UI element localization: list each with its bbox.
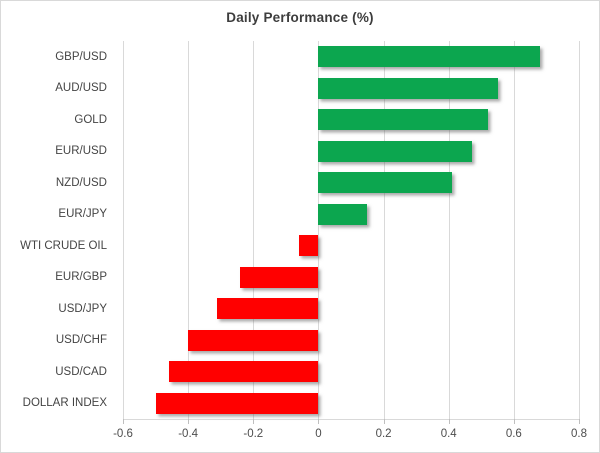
- category-label-usd-cad: USD/CAD: [55, 365, 107, 378]
- x-axis-line: [123, 419, 579, 420]
- bar-eur-jpy: [318, 203, 368, 225]
- plot-area: [123, 41, 580, 419]
- category-label-usd-jpy: USD/JPY: [58, 302, 107, 315]
- category-label-usd-chf: USD/CHF: [55, 334, 107, 347]
- x-axis-tick-mark: [318, 419, 320, 424]
- category-label-dollar-index: DOLLAR INDEX: [22, 397, 107, 410]
- category-label-eur-usd: EUR/USD: [55, 145, 107, 158]
- category-label-gbp-usd: GBP/USD: [55, 50, 107, 63]
- category-label-wti-crude-oil: WTI CRUDE OIL: [20, 239, 107, 252]
- x-axis-tick-label: -0.2: [243, 428, 264, 440]
- category-label-eur-gbp: EUR/GBP: [55, 271, 107, 284]
- category-label-nzd-usd: NZD/USD: [55, 176, 107, 189]
- gridline-x-0.2: [383, 41, 385, 419]
- chart-title: Daily Performance (%): [226, 10, 374, 25]
- bar-dollar-index: [155, 392, 319, 414]
- x-axis-tick-mark: [513, 419, 515, 424]
- bar-gold: [318, 109, 488, 131]
- bar-aud-usd: [318, 77, 498, 99]
- bar-nzd-usd: [318, 172, 452, 194]
- x-axis-tick-label: 0.2: [375, 428, 392, 440]
- gridline-x-0: [318, 41, 320, 419]
- gridline-x--0.6: [123, 41, 124, 419]
- x-axis-tick-label: 0.6: [505, 428, 522, 440]
- x-axis-tick-label: 0.4: [440, 428, 457, 440]
- gridline-x-0.4: [448, 41, 450, 419]
- category-label-eur-jpy: EUR/JPY: [58, 208, 107, 221]
- gridline-x--0.4: [188, 41, 190, 419]
- x-axis-tick-mark: [123, 419, 124, 424]
- x-axis-tick-mark: [253, 419, 255, 424]
- gridline-x--0.2: [253, 41, 255, 419]
- gridline-x-0.6: [513, 41, 515, 419]
- category-label-gold: GOLD: [74, 113, 107, 126]
- x-axis-tick-label: -0.4: [178, 428, 199, 440]
- gridline-x-0.8: [579, 41, 580, 419]
- bar-usd-chf: [188, 329, 319, 351]
- category-label-aud-usd: AUD/USD: [55, 82, 107, 95]
- bar-wti-crude-oil: [298, 235, 319, 257]
- bar-usd-jpy: [217, 298, 319, 320]
- bar-usd-cad: [168, 361, 319, 383]
- x-axis-tick-label: 0: [315, 428, 322, 440]
- bar-eur-gbp: [240, 266, 319, 288]
- bar-gbp-usd: [318, 46, 540, 68]
- x-axis-tick-mark: [579, 419, 580, 424]
- x-axis-tick-label: 0.8: [571, 428, 587, 440]
- x-axis-tick-mark: [188, 419, 190, 424]
- x-axis-tick-label: -0.6: [113, 428, 133, 440]
- x-axis-tick-mark: [383, 419, 385, 424]
- bar-eur-usd: [318, 140, 472, 162]
- x-axis-tick-mark: [448, 419, 450, 424]
